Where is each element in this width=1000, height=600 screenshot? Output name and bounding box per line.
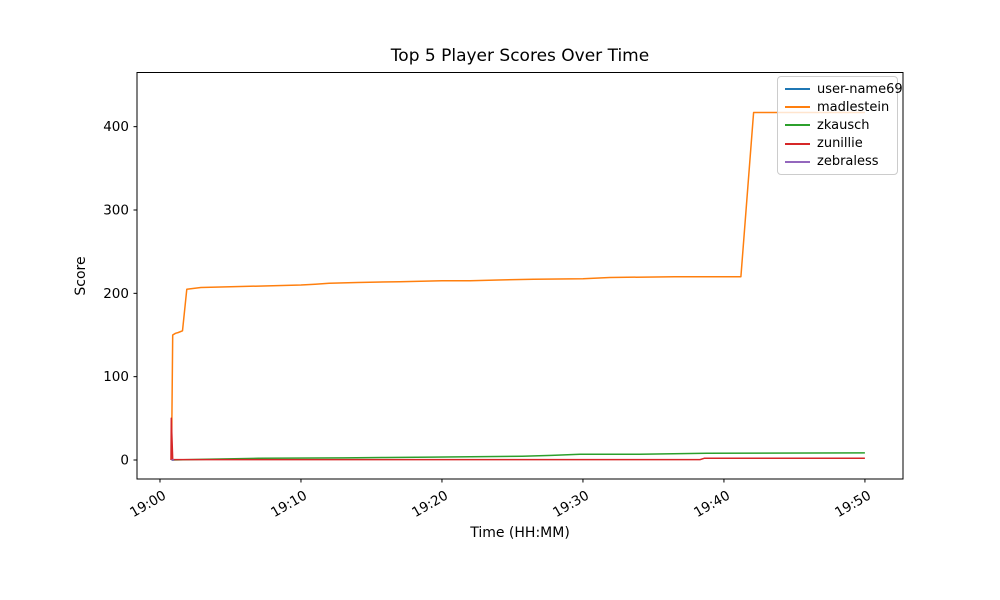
legend-item-zebraless: zebraless [785, 155, 890, 169]
legend: user-name69 madlestein zkausch zunillie zebr… [777, 76, 903, 175]
x-tick-label: 19:30 [550, 488, 592, 521]
legend-line-sample [785, 160, 810, 163]
y-axis-label: Score [73, 256, 89, 296]
legend-item-zunillie: zunillie [785, 137, 890, 151]
legend-line-sample [785, 124, 810, 127]
y-tick-label: 0 [120, 453, 129, 469]
x-tick-label: 19:40 [691, 488, 733, 521]
series-line-madlestein [170, 111, 865, 461]
x-axis-label: Time (HH:MM) [470, 525, 570, 541]
y-tick-label: 400 [103, 119, 129, 135]
legend-label: zkausch [817, 117, 870, 133]
series-line-zkausch [171, 452, 865, 461]
axes-border [136, 72, 904, 480]
legend-line-sample [785, 88, 810, 91]
chart-title: Top 5 Player Scores Over Time [390, 46, 650, 66]
legend-label: zebraless [817, 154, 879, 170]
y-tick-label: 200 [103, 286, 129, 302]
series-line-zunillie [170, 417, 865, 461]
legend-item-madlestein: madlestein [785, 100, 890, 114]
legend-item-user-name69: user-name69 [785, 82, 903, 96]
x-tick-label: 19:20 [409, 488, 451, 521]
legend-label: zunillie [817, 136, 863, 152]
y-tick-label: 100 [103, 369, 129, 385]
y-tick-label: 300 [103, 203, 129, 219]
legend-label: user-name69 [817, 81, 903, 97]
legend-label: madlestein [817, 99, 890, 115]
legend-line-sample [785, 106, 810, 109]
legend-line-sample [785, 142, 810, 145]
legend-item-zkausch: zkausch [785, 118, 890, 132]
x-tick-label: 19:00 [127, 488, 169, 521]
x-tick-label: 19:50 [832, 488, 874, 521]
x-tick-label: 19:10 [268, 488, 310, 521]
